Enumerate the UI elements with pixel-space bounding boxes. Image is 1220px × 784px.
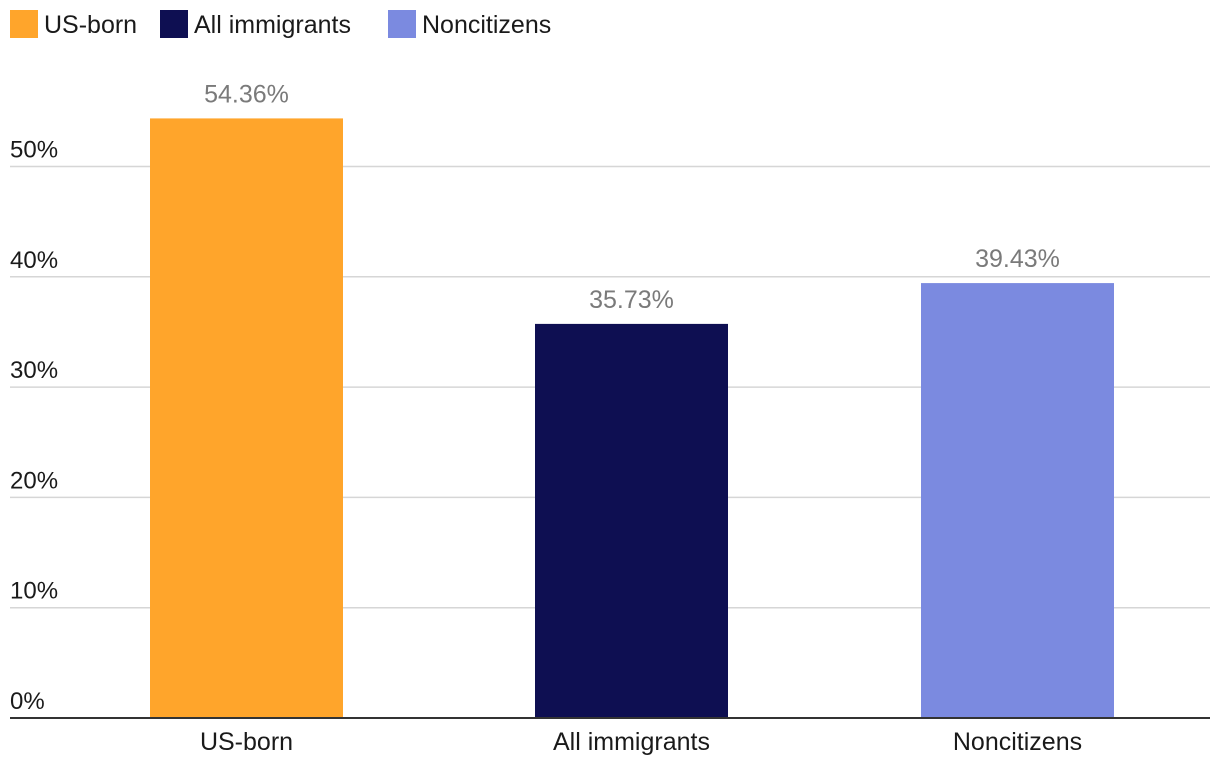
y-axis-ticks: 0% 10% 20% 30% 40% 50% (10, 137, 58, 716)
data-label: 35.73% (589, 286, 674, 314)
legend-label: Noncitizens (422, 11, 551, 39)
y-tick-label: 20% (10, 467, 58, 494)
bar (921, 283, 1114, 718)
legend-label: US-born (44, 11, 137, 39)
x-tick-label: US-born (200, 728, 293, 756)
bar (150, 118, 343, 719)
legend-label: All immigrants (194, 11, 351, 39)
data-label: 39.43% (975, 245, 1060, 273)
legend-item: Noncitizens (388, 10, 551, 39)
legend: US-born All immigrants Noncitizens (10, 10, 551, 39)
legend-swatch (388, 10, 416, 38)
data-label: 54.36% (204, 80, 289, 108)
category-labels: US-born All immigrants Noncitizens (200, 728, 1082, 756)
bars (150, 118, 1114, 719)
legend-swatch (160, 10, 188, 38)
legend-swatch (10, 10, 38, 38)
x-tick-label: All immigrants (553, 728, 710, 756)
bar (535, 323, 728, 718)
x-tick-label: Noncitizens (953, 728, 1082, 756)
y-tick-label: 10% (10, 578, 58, 605)
y-tick-label: 40% (10, 247, 58, 274)
y-tick-label: 30% (10, 357, 58, 384)
legend-item: US-born (10, 10, 137, 39)
y-tick-label: 50% (10, 137, 58, 164)
legend-item: All immigrants (160, 10, 351, 39)
data-labels: 54.36% 35.73% 39.43% (204, 80, 1060, 313)
y-tick-label: 0% (10, 688, 45, 715)
